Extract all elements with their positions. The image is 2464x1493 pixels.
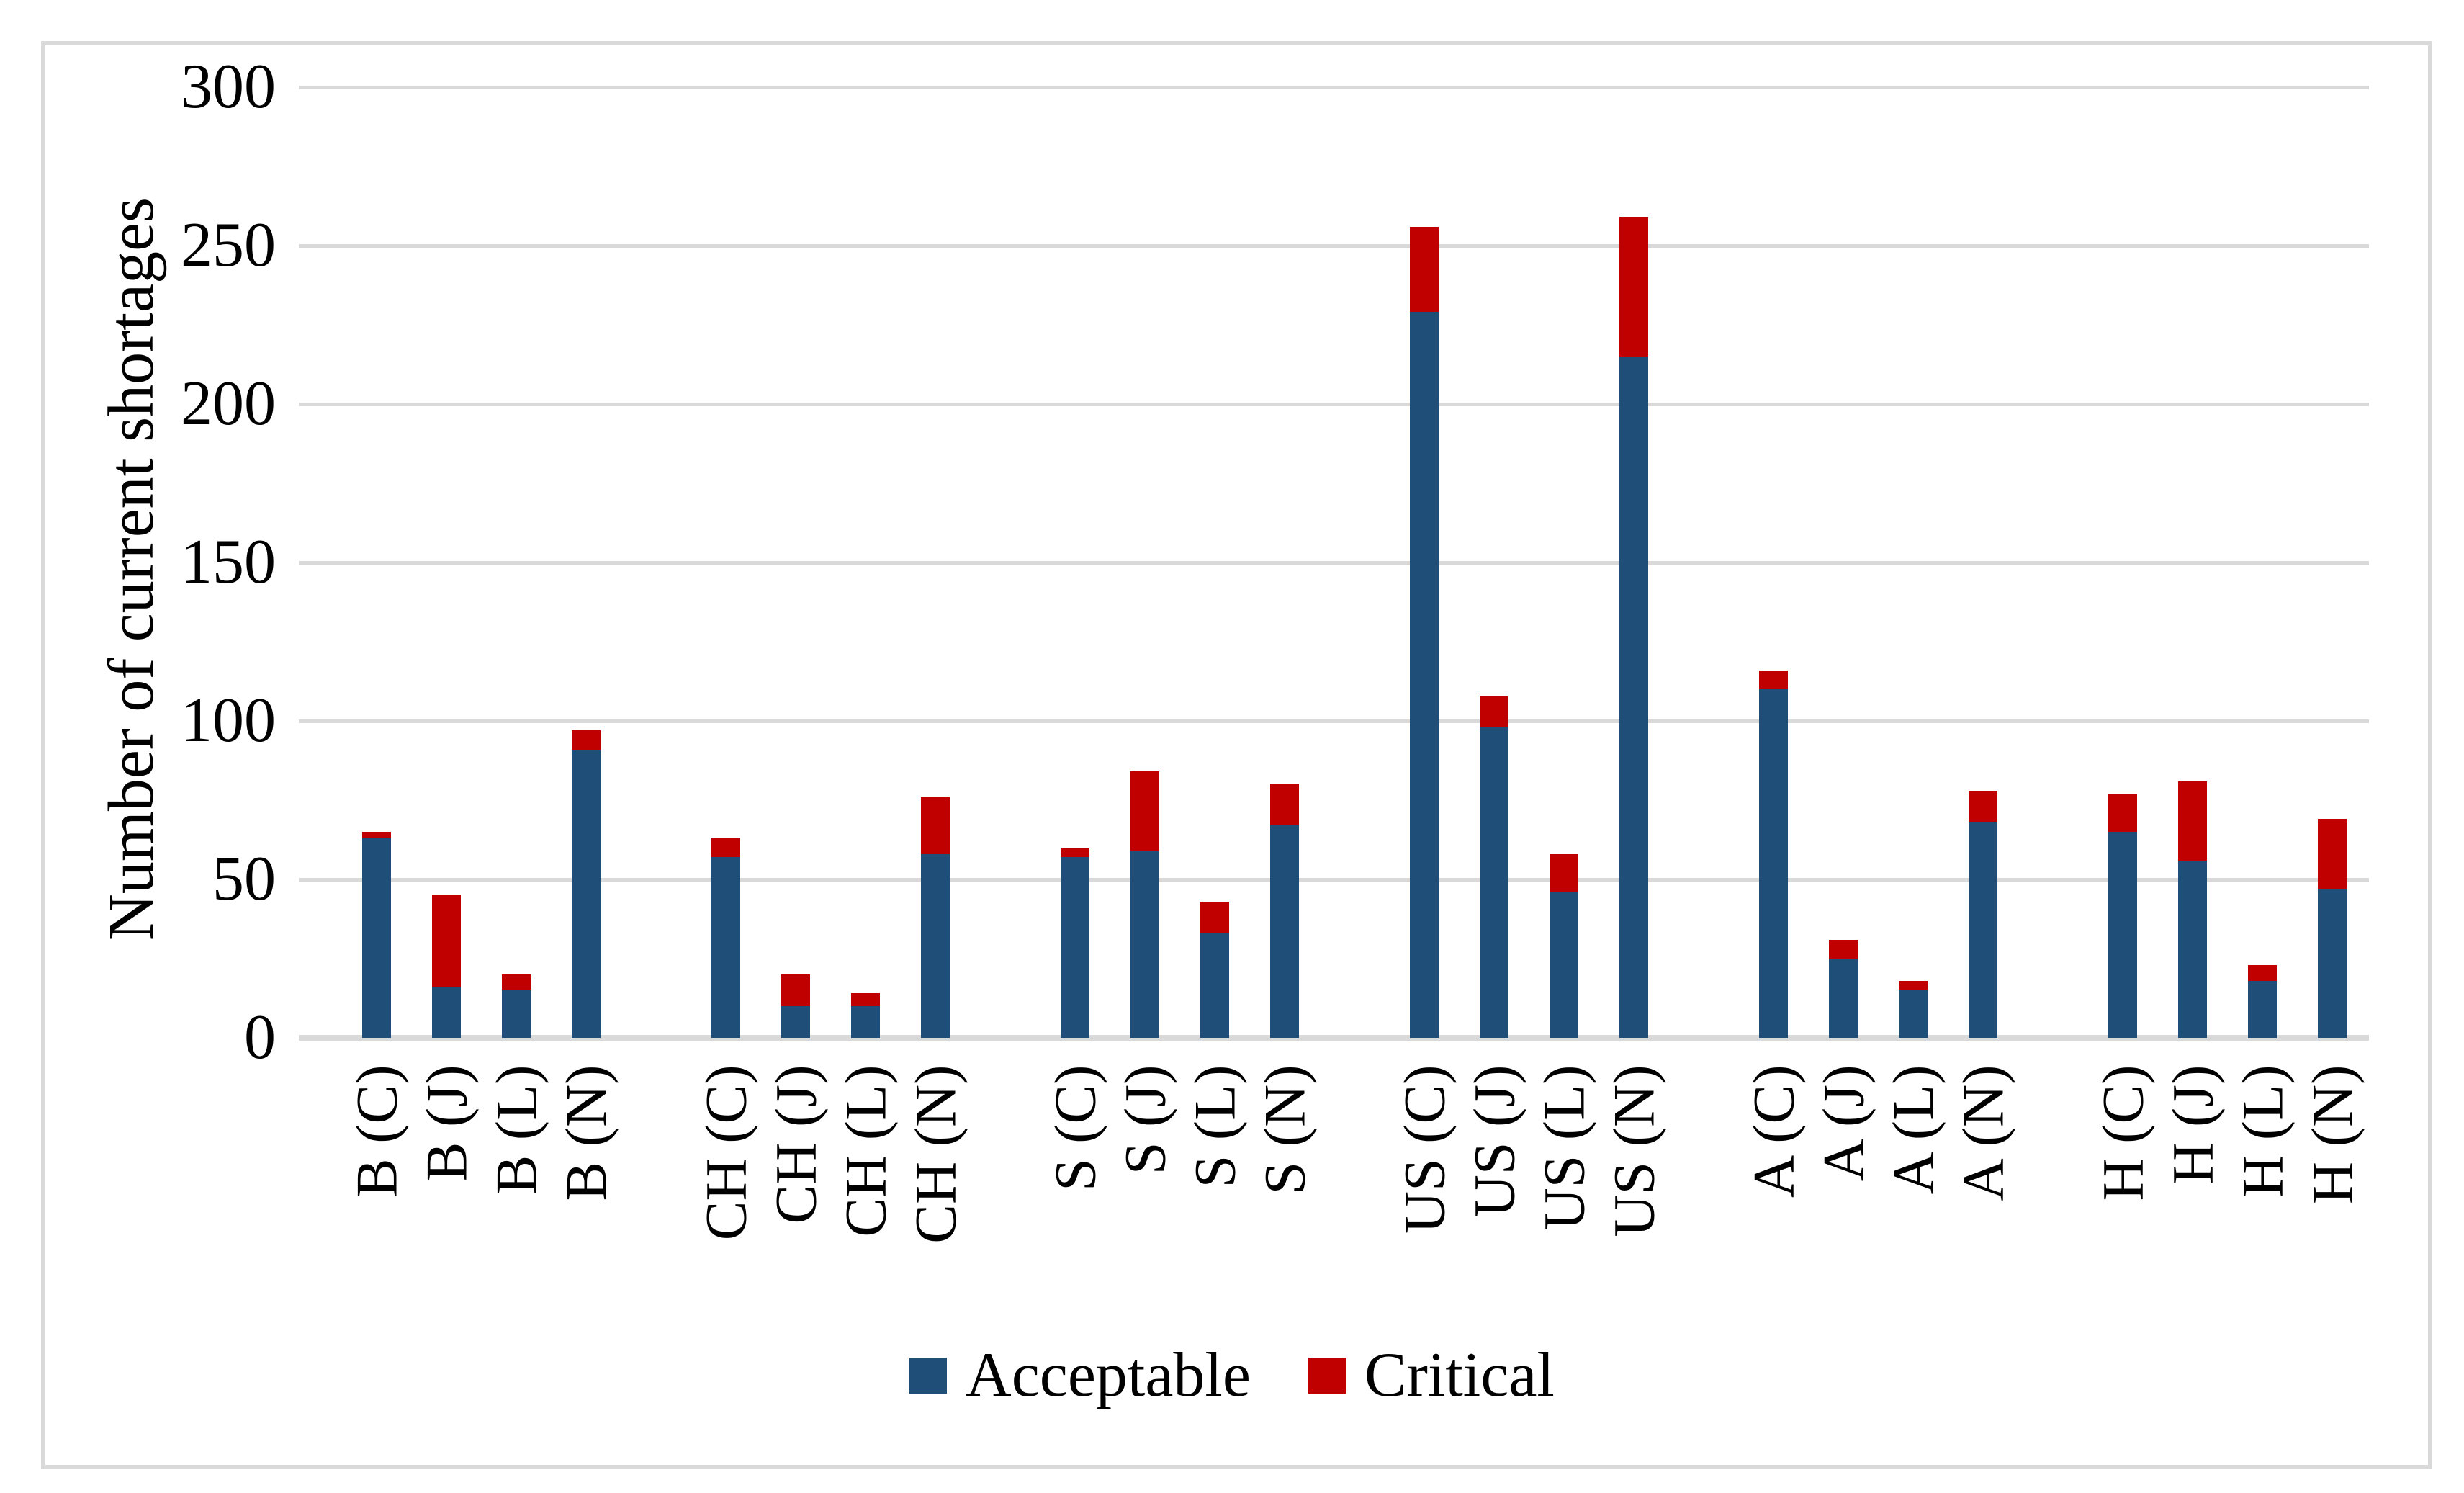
bar-h-n-acceptable bbox=[2318, 889, 2347, 1038]
bar-h-j-acceptable bbox=[2178, 860, 2207, 1038]
figure-border bbox=[41, 41, 2432, 1469]
x-tick-label-h-j: H (J) bbox=[2159, 1064, 2226, 1185]
bar-us-n-acceptable bbox=[1619, 357, 1648, 1038]
x-tick-label-a-c: A (C) bbox=[1740, 1064, 1807, 1198]
legend: Acceptable Critical bbox=[0, 1338, 2464, 1413]
bar-b-l-acceptable bbox=[502, 990, 531, 1038]
gridline-100 bbox=[299, 719, 2369, 723]
legend-label-acceptable: Acceptable bbox=[966, 1340, 1251, 1410]
bar-s-c-critical bbox=[1061, 848, 1089, 858]
bar-ch-j-acceptable bbox=[781, 1006, 810, 1038]
bar-s-j-critical bbox=[1130, 771, 1159, 851]
x-tick-label-ch-n: CH (N) bbox=[902, 1064, 968, 1244]
x-axis-line bbox=[299, 1035, 2369, 1041]
bar-s-n-acceptable bbox=[1270, 825, 1299, 1038]
bar-ch-c-critical bbox=[711, 838, 740, 858]
bar-a-j-critical bbox=[1829, 939, 1858, 959]
bar-a-l-acceptable bbox=[1899, 990, 1928, 1038]
bar-h-j-critical bbox=[2178, 781, 2207, 861]
x-tick-label-a-n: A (N) bbox=[1950, 1064, 2016, 1201]
x-tick-label-a-l: A (L) bbox=[1880, 1064, 1946, 1194]
bar-h-n-critical bbox=[2318, 819, 2347, 889]
bar-h-l-acceptable bbox=[2248, 980, 2277, 1038]
legend-item-critical: Critical bbox=[1308, 1338, 1555, 1413]
x-tick-label-h-l: H (L) bbox=[2229, 1064, 2296, 1198]
x-tick-label-b-c: B (C) bbox=[343, 1064, 410, 1198]
bar-us-j-critical bbox=[1480, 695, 1508, 727]
y-tick-label-50: 50 bbox=[212, 844, 276, 914]
bar-us-l-critical bbox=[1550, 853, 1578, 892]
x-tick-label-ch-l: CH (L) bbox=[832, 1064, 899, 1237]
y-tick-label-100: 100 bbox=[181, 686, 276, 756]
bar-ch-c-acceptable bbox=[711, 857, 740, 1038]
bar-a-c-acceptable bbox=[1759, 689, 1788, 1038]
x-tick-label-us-j: US (J) bbox=[1461, 1064, 1527, 1217]
bar-b-j-critical bbox=[432, 895, 461, 987]
gridline-300 bbox=[299, 85, 2369, 89]
gridline-150 bbox=[299, 560, 2369, 565]
x-tick-label-s-j: S (J) bbox=[1112, 1064, 1178, 1175]
x-tick-label-b-l: B (L) bbox=[483, 1064, 549, 1194]
x-tick-label-h-c: H (C) bbox=[2090, 1064, 2156, 1201]
x-tick-label-s-c: S (C) bbox=[1042, 1064, 1108, 1191]
bar-s-c-acceptable bbox=[1061, 857, 1089, 1038]
gridline-200 bbox=[299, 402, 2369, 406]
legend-item-acceptable: Acceptable bbox=[909, 1338, 1251, 1413]
y-tick-label-250: 250 bbox=[181, 210, 276, 280]
bar-us-l-acceptable bbox=[1550, 892, 1578, 1038]
gridline-250 bbox=[299, 243, 2369, 248]
bar-us-c-critical bbox=[1410, 226, 1439, 313]
y-tick-label-300: 300 bbox=[181, 52, 276, 122]
gridline-50 bbox=[299, 877, 2369, 882]
y-tick-label-150: 150 bbox=[181, 527, 276, 597]
legend-label-critical: Critical bbox=[1364, 1340, 1555, 1410]
y-tick-label-0: 0 bbox=[244, 1003, 276, 1072]
x-tick-label-ch-c: CH (C) bbox=[693, 1064, 759, 1240]
bar-ch-n-acceptable bbox=[921, 853, 950, 1038]
bar-a-l-critical bbox=[1899, 980, 1928, 990]
x-tick-label-us-l: US (L) bbox=[1531, 1064, 1597, 1231]
x-tick-label-b-j: B (J) bbox=[413, 1064, 480, 1181]
bar-a-j-acceptable bbox=[1829, 959, 1858, 1038]
y-tick-label-200: 200 bbox=[181, 369, 276, 439]
bar-b-c-critical bbox=[362, 832, 391, 838]
bar-h-l-critical bbox=[2248, 964, 2277, 981]
bar-ch-l-acceptable bbox=[851, 1006, 880, 1038]
x-tick-label-a-j: A (J) bbox=[1810, 1064, 1876, 1181]
x-tick-label-s-l: S (L) bbox=[1182, 1064, 1248, 1188]
bar-b-n-acceptable bbox=[572, 749, 601, 1038]
x-tick-label-us-c: US (C) bbox=[1391, 1064, 1457, 1234]
bar-ch-j-critical bbox=[781, 974, 810, 1006]
bar-h-c-critical bbox=[2108, 794, 2137, 832]
x-tick-label-b-n: B (N) bbox=[553, 1064, 619, 1201]
x-tick-label-s-n: S (N) bbox=[1251, 1064, 1318, 1194]
bar-s-l-acceptable bbox=[1200, 933, 1229, 1038]
bar-b-c-acceptable bbox=[362, 838, 391, 1038]
x-tick-label-h-n: H (N) bbox=[2299, 1064, 2365, 1204]
bar-us-n-critical bbox=[1619, 217, 1648, 357]
bar-a-n-acceptable bbox=[1969, 822, 1997, 1038]
bar-s-n-critical bbox=[1270, 784, 1299, 826]
x-tick-label-ch-j: CH (J) bbox=[763, 1064, 829, 1224]
critical-swatch-icon bbox=[1308, 1358, 1346, 1394]
bar-b-j-acceptable bbox=[432, 987, 461, 1038]
bar-us-j-acceptable bbox=[1480, 727, 1508, 1038]
acceptable-swatch-icon bbox=[909, 1358, 948, 1394]
bar-ch-n-critical bbox=[921, 797, 950, 854]
bar-h-c-acceptable bbox=[2108, 832, 2137, 1038]
bar-ch-l-critical bbox=[851, 993, 880, 1006]
bar-s-l-critical bbox=[1200, 901, 1229, 933]
x-tick-label-us-n: US (N) bbox=[1601, 1064, 1667, 1237]
bar-a-n-critical bbox=[1969, 790, 1997, 822]
bar-us-c-acceptable bbox=[1410, 312, 1439, 1038]
bar-a-c-critical bbox=[1759, 670, 1788, 689]
bar-b-n-critical bbox=[572, 730, 601, 750]
bar-b-l-critical bbox=[502, 974, 531, 990]
bar-s-j-acceptable bbox=[1130, 851, 1159, 1038]
